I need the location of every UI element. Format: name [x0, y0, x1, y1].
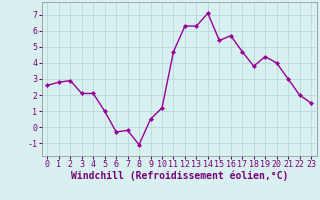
- X-axis label: Windchill (Refroidissement éolien,°C): Windchill (Refroidissement éolien,°C): [70, 171, 288, 181]
